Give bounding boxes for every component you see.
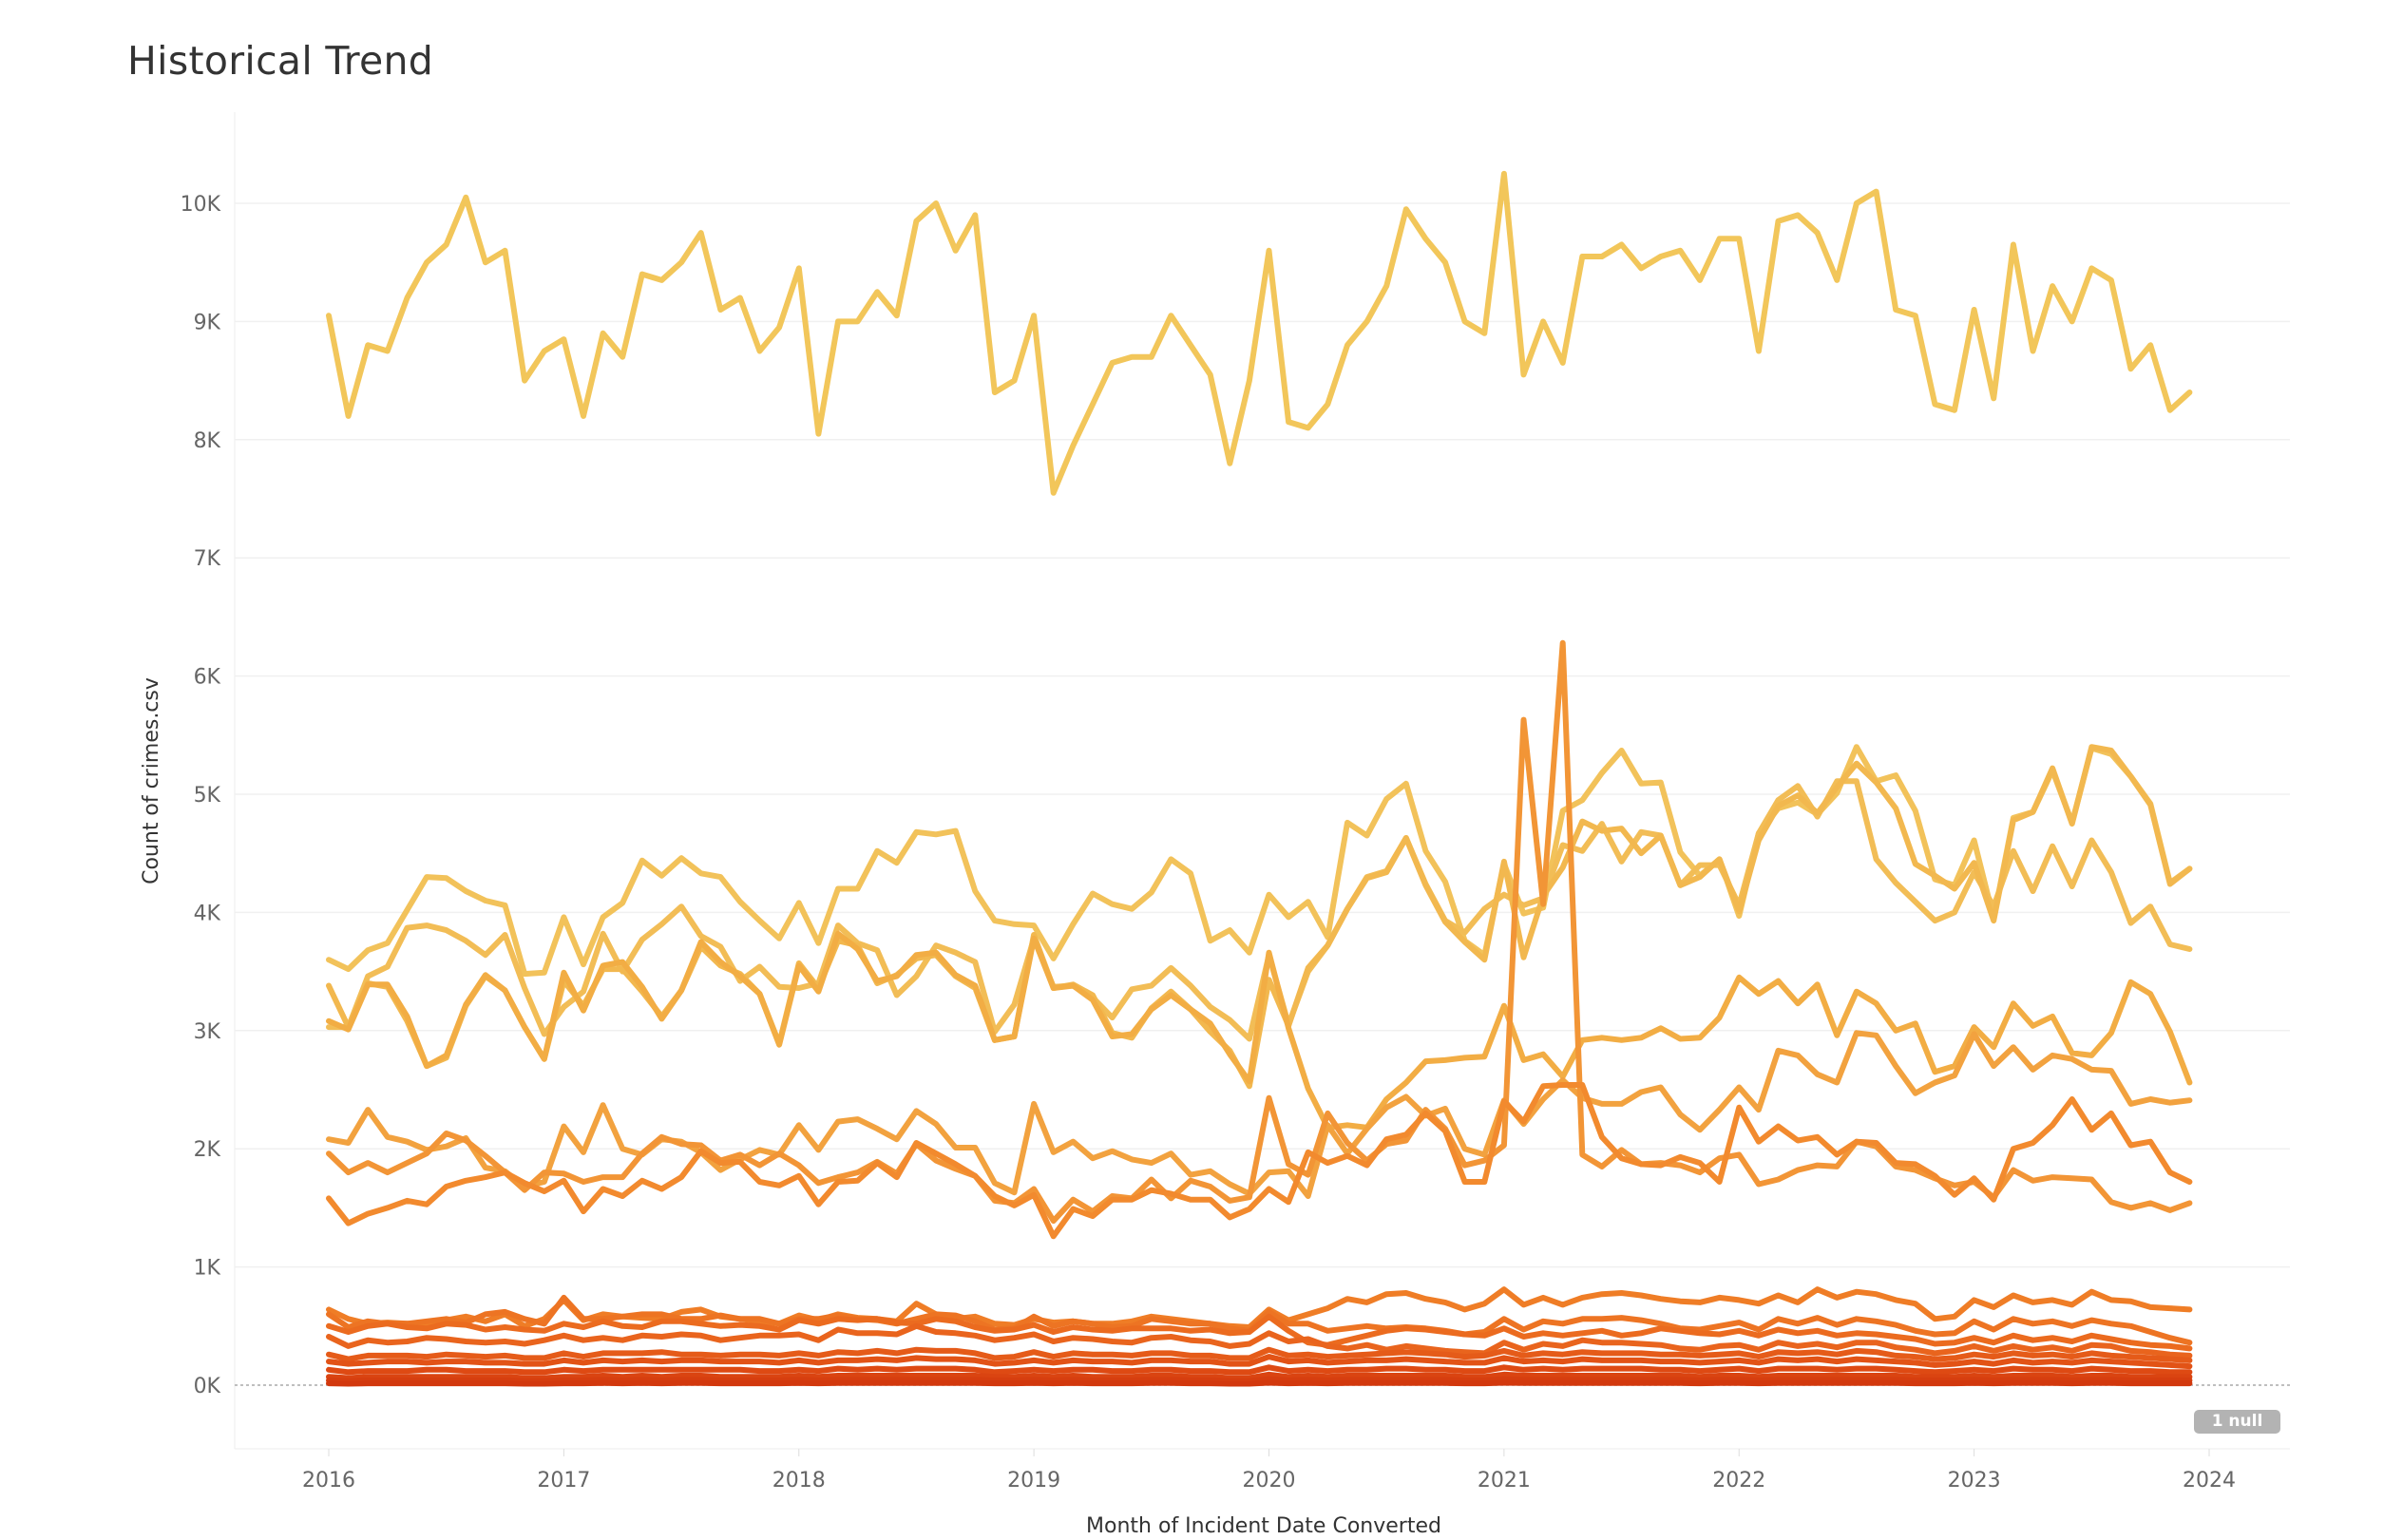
series-line-2[interactable] bbox=[326, 744, 2193, 978]
series-group bbox=[326, 170, 2193, 1387]
y-tick-label: 5K bbox=[194, 784, 221, 808]
x-tick-label: 2023 bbox=[1948, 1469, 2001, 1492]
series-line-14[interactable] bbox=[326, 1354, 2193, 1370]
series-line-17[interactable] bbox=[326, 1376, 2193, 1384]
x-tick-label: 2017 bbox=[537, 1469, 590, 1492]
y-tick-label: 7K bbox=[194, 547, 221, 571]
x-tick-label: 2016 bbox=[302, 1469, 355, 1492]
null-badge[interactable]: 1 null bbox=[2194, 1410, 2280, 1434]
x-tick-label: 2024 bbox=[2183, 1469, 2236, 1492]
series-line-5[interactable] bbox=[326, 930, 2193, 1131]
y-tick-label: 2K bbox=[194, 1138, 221, 1162]
series-line-1[interactable] bbox=[326, 170, 2193, 496]
series-line-11[interactable] bbox=[326, 1313, 2193, 1352]
y-axis-title: Count of crimes.csv bbox=[140, 677, 163, 884]
x-axis-title: Month of Incident Date Converted bbox=[1086, 1514, 1441, 1538]
x-tick-label: 2019 bbox=[1007, 1469, 1060, 1492]
series-line-8[interactable] bbox=[326, 1082, 2193, 1240]
y-tick-label: 10K bbox=[181, 193, 221, 217]
chart-title: Historical Trend bbox=[127, 38, 434, 84]
y-tick-label: 9K bbox=[194, 311, 221, 334]
series-line-3[interactable] bbox=[326, 778, 2193, 1042]
y-tick-label: 6K bbox=[194, 666, 221, 690]
x-tick-label: 2018 bbox=[772, 1469, 826, 1492]
x-tick-label: 2022 bbox=[1712, 1469, 1765, 1492]
x-tick-label: 2021 bbox=[1478, 1469, 1531, 1492]
series-line-18[interactable] bbox=[326, 1379, 2193, 1387]
y-tick-label: 4K bbox=[194, 902, 221, 925]
y-tick-label: 8K bbox=[194, 429, 221, 453]
y-tick-label: 3K bbox=[194, 1020, 221, 1044]
y-tick-label: 0K bbox=[194, 1375, 221, 1398]
series-line-16[interactable] bbox=[326, 1371, 2193, 1381]
y-tick-label: 1K bbox=[194, 1257, 221, 1281]
x-tick-label: 2020 bbox=[1243, 1469, 1296, 1492]
series-line-12[interactable] bbox=[326, 1322, 2193, 1359]
series-line-15[interactable] bbox=[326, 1364, 2193, 1376]
series-line-13[interactable] bbox=[326, 1346, 2193, 1363]
